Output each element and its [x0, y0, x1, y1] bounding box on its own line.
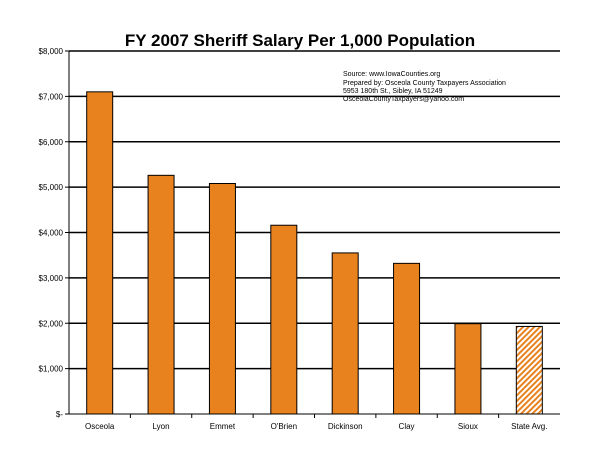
source-annotation: Source: www.IowaCounties.org Prepared by… [343, 71, 506, 103]
chart-title: FY 2007 Sheriff Salary Per 1,000 Populat… [125, 31, 475, 50]
y-tick-label: $4,000 [39, 229, 64, 238]
y-tick-label: $7,000 [39, 92, 64, 101]
bar-dickinson [331, 252, 359, 415]
axes [65, 50, 560, 418]
y-tick-label: $5,000 [39, 183, 64, 192]
bar-osceola [86, 91, 114, 415]
x-category-label: Osceola [85, 422, 115, 431]
gridlines [69, 50, 560, 370]
bar-clay [393, 262, 421, 415]
bars [86, 91, 543, 415]
source-line-4: OsceolaCountyTaxpayers@yahoo.com [343, 96, 464, 103]
y-tick-label: $- [56, 410, 63, 419]
source-line-3: 5953 180th St., Sibley, IA 51249 [343, 88, 443, 95]
x-category-label: Lyon [153, 422, 170, 431]
x-category-labels: Osceola Lyon Emmet O'Brien Dickinson Clay Siou… [85, 422, 547, 431]
x-category-label: Emmet [210, 422, 236, 431]
x-category-label: Dickinson [328, 422, 363, 431]
y-tick-label: $6,000 [39, 138, 64, 147]
source-line-2: Prepared by: Osceola County Taxpayers As… [343, 80, 506, 87]
bar-o-brien [270, 224, 298, 415]
x-category-label: Clay [399, 422, 415, 431]
x-category-label: Sioux [458, 422, 478, 431]
y-tick-label: $2,000 [39, 319, 64, 328]
source-line-1: Source: www.IowaCounties.org [343, 71, 440, 78]
x-category-label: O'Brien [271, 422, 297, 431]
bar-lyon [147, 174, 175, 415]
y-tick-labels: $- $1,000 $2,000 $3,000 $4,000 $5,000 $6,000 $7… [39, 47, 64, 419]
x-category-label: State Avg. [511, 422, 547, 431]
bar-emmet [208, 182, 236, 415]
y-tick-label: $1,000 [39, 365, 64, 374]
bar-state-avg [515, 325, 543, 415]
bar-sioux [454, 323, 482, 415]
y-tick-label: $3,000 [39, 274, 64, 283]
y-tick-label: $8,000 [39, 47, 64, 56]
